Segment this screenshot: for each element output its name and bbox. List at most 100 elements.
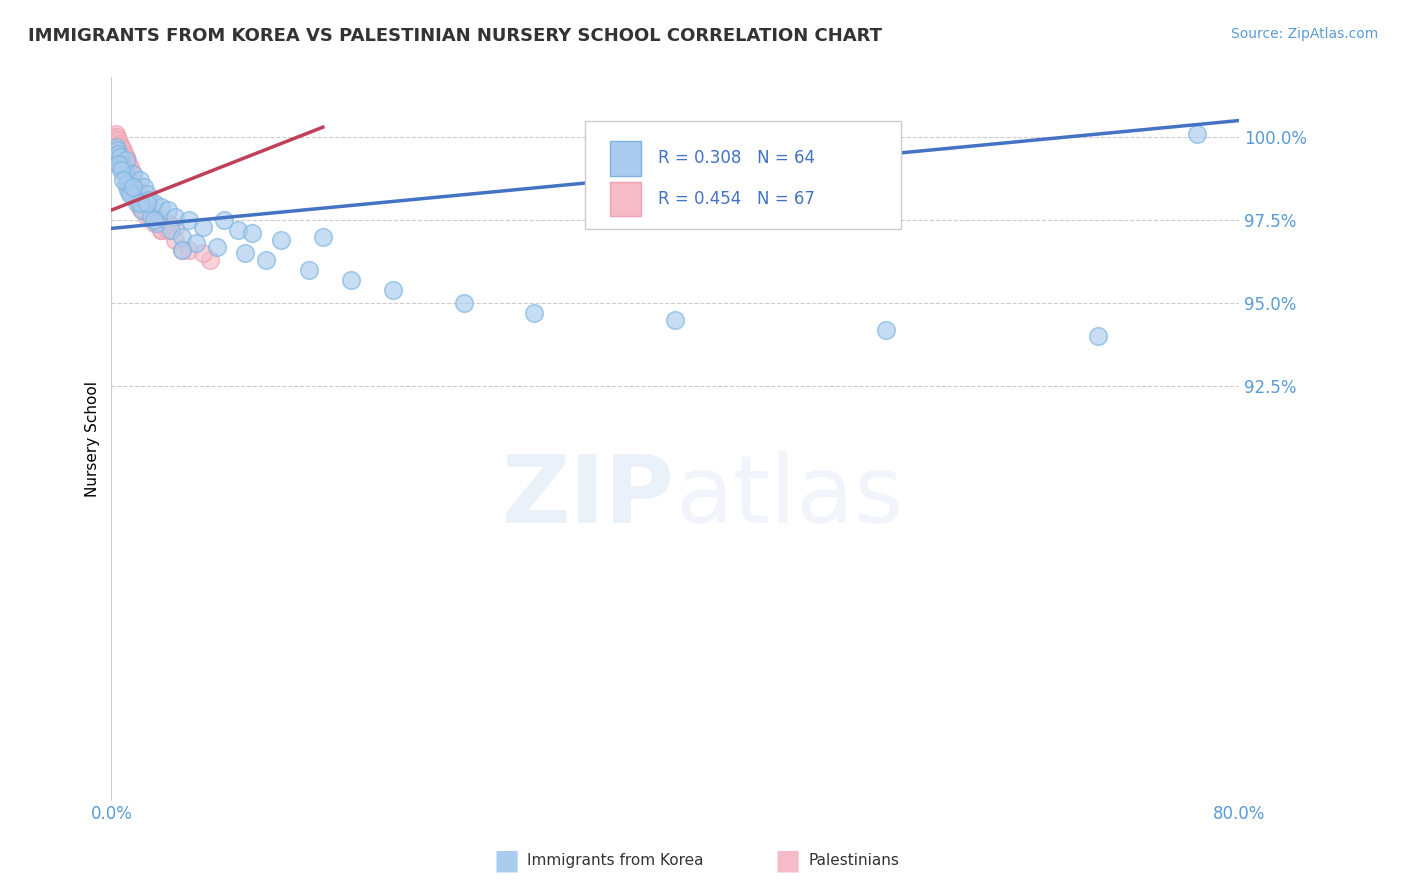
Point [114, 167, 136, 181]
Point [111, 153, 134, 168]
Point [104, 144, 127, 158]
Point [159, 223, 181, 237]
Bar [610, 182, 641, 216]
Point [128, 183, 150, 197]
Point [1087, 329, 1109, 343]
Point [226, 223, 249, 237]
Point [453, 296, 475, 310]
Point [149, 223, 172, 237]
Point [170, 243, 193, 257]
Point [105, 146, 128, 161]
Point [114, 153, 136, 168]
Point [163, 210, 186, 224]
Point [1185, 127, 1208, 141]
Point [114, 167, 136, 181]
Point [131, 203, 153, 218]
Point [212, 213, 235, 227]
Point [117, 173, 139, 187]
Point [125, 186, 148, 201]
Point [131, 196, 153, 211]
Point [138, 206, 160, 220]
Text: ■: ■ [494, 847, 519, 875]
FancyBboxPatch shape [585, 120, 901, 229]
Point [121, 180, 143, 194]
Point [107, 150, 129, 164]
Point [139, 210, 162, 224]
Point [110, 140, 132, 154]
Point [382, 283, 405, 297]
Point [149, 200, 172, 214]
Point [101, 130, 124, 145]
Point [114, 150, 136, 164]
Point [105, 144, 128, 158]
Point [118, 160, 141, 174]
Point [121, 167, 143, 181]
Point [128, 200, 150, 214]
Point [875, 322, 897, 336]
Text: IMMIGRANTS FROM KOREA VS PALESTINIAN NURSERY SCHOOL CORRELATION CHART: IMMIGRANTS FROM KOREA VS PALESTINIAN NUR… [28, 27, 882, 45]
Point [523, 306, 546, 320]
Point [110, 157, 132, 171]
Text: Source: ZipAtlas.com: Source: ZipAtlas.com [1230, 27, 1378, 41]
Point [240, 227, 263, 241]
Point [107, 144, 129, 158]
Point [163, 219, 186, 234]
Point [191, 219, 214, 234]
Point [115, 153, 138, 168]
Point [107, 157, 129, 171]
Point [131, 203, 153, 218]
Point [233, 246, 256, 260]
Point [122, 180, 145, 194]
Point [142, 216, 165, 230]
Point [156, 223, 179, 237]
Point [108, 136, 131, 151]
Point [124, 183, 146, 197]
Point [254, 252, 277, 267]
Point [135, 203, 157, 218]
Point [170, 243, 193, 257]
Point [145, 216, 167, 230]
Bar [610, 141, 641, 176]
Text: Immigrants from Korea: Immigrants from Korea [527, 854, 704, 868]
Point [122, 190, 145, 204]
Point [104, 140, 127, 154]
Point [121, 177, 143, 191]
Point [205, 239, 228, 253]
Point [110, 150, 132, 164]
Point [104, 136, 127, 151]
Point [112, 157, 135, 171]
Point [111, 163, 134, 178]
Point [118, 186, 141, 201]
Point [120, 173, 142, 187]
Point [198, 252, 221, 267]
Point [118, 169, 141, 184]
Point [170, 229, 193, 244]
Point [108, 150, 131, 164]
Text: R = 0.308   N = 64: R = 0.308 N = 64 [658, 150, 815, 168]
Point [103, 133, 125, 147]
Point [111, 160, 134, 174]
Point [191, 246, 214, 260]
Point [142, 196, 165, 211]
Point [111, 173, 134, 187]
Point [118, 177, 141, 191]
Point [108, 146, 131, 161]
Point [135, 210, 157, 224]
Point [108, 153, 131, 168]
Point [177, 213, 200, 227]
Point [135, 196, 157, 211]
Point [111, 160, 134, 174]
Point [156, 216, 179, 230]
Point [114, 160, 136, 174]
Point [117, 183, 139, 197]
Point [125, 196, 148, 211]
Point [127, 190, 149, 204]
Point [122, 180, 145, 194]
Point [138, 193, 160, 207]
Point [110, 163, 132, 178]
Point [115, 163, 138, 178]
Point [340, 273, 363, 287]
Text: R = 0.454   N = 67: R = 0.454 N = 67 [658, 190, 815, 208]
Point [149, 213, 172, 227]
Point [111, 144, 134, 158]
